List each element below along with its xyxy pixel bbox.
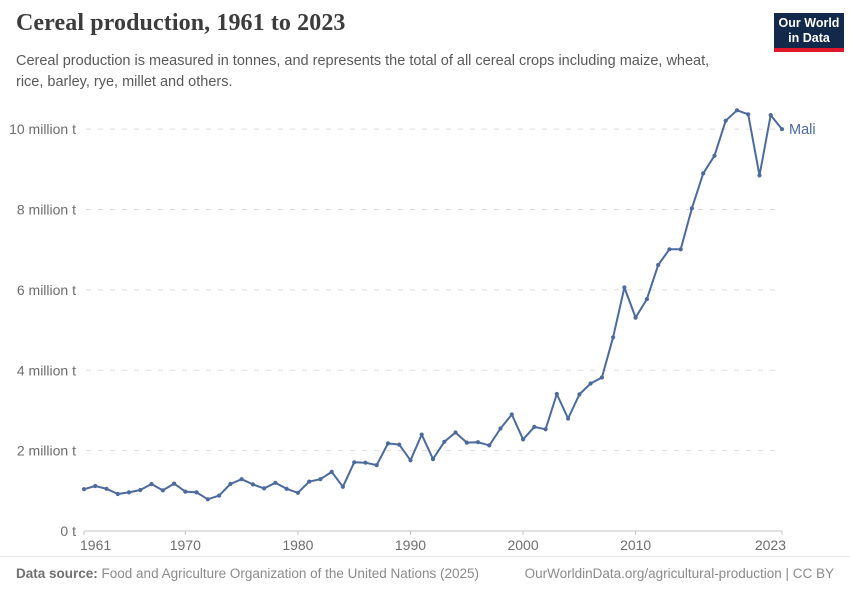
data-point — [340, 484, 345, 489]
data-point — [138, 487, 143, 493]
data-point — [430, 457, 436, 462]
data-point — [532, 424, 537, 429]
data-point — [509, 412, 514, 417]
data-point — [81, 487, 87, 492]
y-axis-tick-label: 2 million t — [17, 443, 76, 459]
x-axis-tick-label: 1970 — [170, 537, 201, 553]
data-point — [464, 440, 469, 445]
data-point — [554, 391, 559, 397]
data-point — [295, 490, 300, 495]
data-point — [205, 497, 210, 502]
data-point — [228, 481, 233, 487]
data-point — [701, 171, 706, 176]
data-point — [599, 375, 605, 380]
data-point — [160, 488, 165, 493]
x-axis-tick-label: 1980 — [282, 537, 313, 553]
data-point — [273, 480, 278, 485]
x-axis-tick-label: 1990 — [395, 537, 426, 553]
owid-logo-line2: in Data — [788, 30, 830, 45]
data-line — [83, 109, 783, 501]
y-axis-tick-label: 8 million t — [17, 202, 76, 218]
y-axis-tick-label: 4 million t — [17, 362, 76, 378]
data-point — [115, 491, 120, 497]
line-chart[interactable]: 0 t 2 million t 4 million t 6 million t 8 mi… — [0, 95, 850, 556]
y-axis-tick-label: 10 million t — [9, 121, 76, 137]
data-point — [262, 486, 267, 491]
data-point — [194, 490, 199, 495]
data-point — [442, 439, 447, 444]
data-point — [779, 127, 785, 132]
data-point — [475, 440, 481, 445]
data-point — [588, 381, 593, 386]
owid-logo-line1: Our World — [778, 15, 840, 30]
data-point — [419, 432, 424, 437]
data-point — [126, 490, 132, 495]
data-point — [633, 315, 638, 320]
data-point — [746, 112, 751, 117]
x-axis-tick-label: 2010 — [620, 537, 651, 553]
data-point — [644, 297, 650, 302]
data-point — [498, 426, 503, 431]
chart-subtitle: Cereal production is measured in tonnes,… — [16, 53, 710, 90]
y-axis-tick-label: 6 million t — [17, 282, 76, 298]
x-axis-tick-label: 2000 — [507, 537, 538, 553]
data-point — [622, 285, 627, 290]
data-point — [577, 392, 582, 397]
data-point — [408, 458, 413, 463]
data-point — [374, 463, 379, 468]
data-point — [352, 460, 357, 465]
data-source: Data source: Food and Agriculture Organi… — [16, 566, 479, 581]
data-point — [239, 477, 244, 482]
data-point — [329, 469, 334, 474]
chart-footer: Data source: Food and Agriculture Organi… — [0, 556, 850, 600]
data-point — [611, 335, 616, 340]
owid-logo[interactable]: Our World in Data — [774, 13, 844, 52]
data-point — [93, 483, 98, 489]
data-point — [172, 481, 177, 486]
data-point — [250, 482, 255, 487]
data-point — [217, 493, 222, 498]
data-point — [712, 153, 717, 158]
data-point — [734, 108, 740, 113]
data-point — [656, 262, 661, 268]
data-point — [768, 113, 773, 118]
data-point — [566, 416, 571, 421]
data-point — [689, 206, 695, 211]
page-title: Cereal production, 1961 to 2023 — [16, 10, 346, 36]
data-point — [149, 481, 154, 487]
data-point — [183, 489, 188, 494]
x-axis-tick-label: 2023 — [755, 537, 786, 553]
data-source-label: Data source: — [16, 566, 98, 581]
data-point — [757, 173, 762, 178]
data-point — [678, 247, 683, 252]
data-source-text: Food and Agriculture Organization of the… — [97, 566, 480, 581]
data-point — [667, 247, 672, 252]
data-point — [363, 460, 368, 465]
data-point — [487, 443, 492, 448]
footer-citation-link[interactable]: OurWorldinData.org/agricultural-producti… — [524, 566, 834, 581]
data-point — [723, 118, 728, 123]
data-point — [104, 486, 109, 491]
data-point — [284, 486, 289, 491]
data-point — [543, 427, 548, 432]
data-point — [385, 441, 391, 446]
data-point — [453, 430, 458, 435]
data-point — [521, 437, 526, 442]
y-axis-tick-label: 0 t — [60, 523, 76, 539]
series-end-label: Mali — [789, 122, 816, 138]
data-point — [307, 479, 312, 484]
data-point — [318, 477, 323, 482]
x-axis-tick-label: 1961 — [80, 537, 111, 553]
data-point — [397, 442, 402, 447]
